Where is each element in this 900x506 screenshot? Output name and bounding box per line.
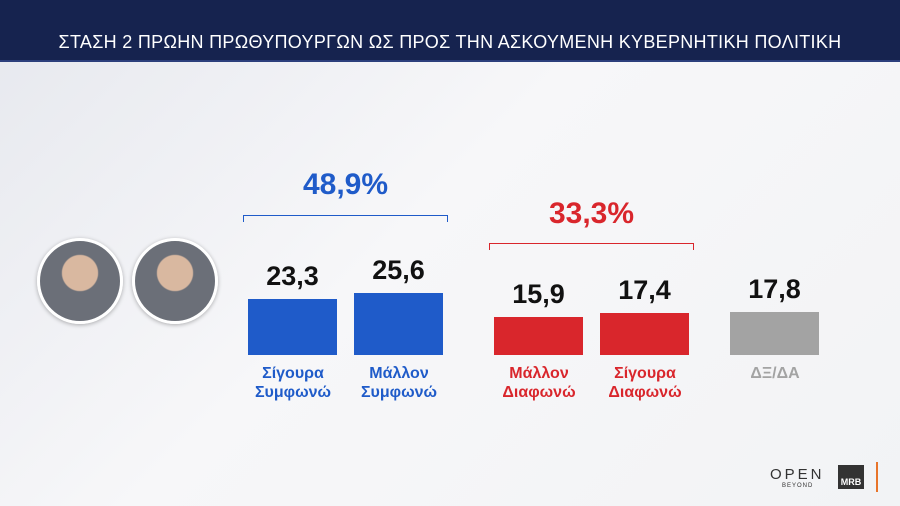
photo bbox=[37, 238, 123, 324]
value-label: 15,9 bbox=[512, 278, 565, 309]
channel-sub: BEYOND bbox=[782, 483, 814, 489]
value-label: 17,4 bbox=[618, 274, 671, 305]
category-label: ΔΞ/ΔΑ bbox=[750, 365, 800, 382]
accent bbox=[876, 462, 878, 492]
bracket bbox=[243, 215, 448, 222]
chart-title: ΣΤΑΣΗ 2 ΠΡΩΗΝ ΠΡΩΘΥΠΟΥΡΓΩΝ ΩΣ ΠΡΟΣ ΤΗΝ Α… bbox=[58, 32, 842, 52]
category-label: Μάλλον Συμφωνώ bbox=[360, 365, 438, 401]
bar bbox=[354, 293, 443, 355]
category-label: Σίγουρα Διαφωνώ bbox=[608, 365, 682, 401]
value-label: 25,6 bbox=[372, 255, 425, 286]
channel-logo: OPEN bbox=[770, 466, 825, 483]
value-label: 23,3 bbox=[266, 260, 319, 291]
bracket bbox=[489, 243, 694, 250]
bar bbox=[730, 311, 819, 355]
header bbox=[0, 0, 900, 62]
bar bbox=[494, 316, 583, 355]
category-label: Σίγουρα Συμφωνώ bbox=[254, 365, 332, 401]
group-total: 48,9% bbox=[302, 168, 389, 201]
bar bbox=[600, 312, 689, 355]
value-label: 17,8 bbox=[748, 273, 801, 304]
category-label: Μάλλον Διαφωνώ bbox=[502, 365, 576, 401]
photo bbox=[132, 238, 218, 324]
bar bbox=[248, 298, 337, 355]
pollster-logo: MRB bbox=[838, 465, 864, 489]
group-total: 33,3% bbox=[548, 197, 635, 230]
